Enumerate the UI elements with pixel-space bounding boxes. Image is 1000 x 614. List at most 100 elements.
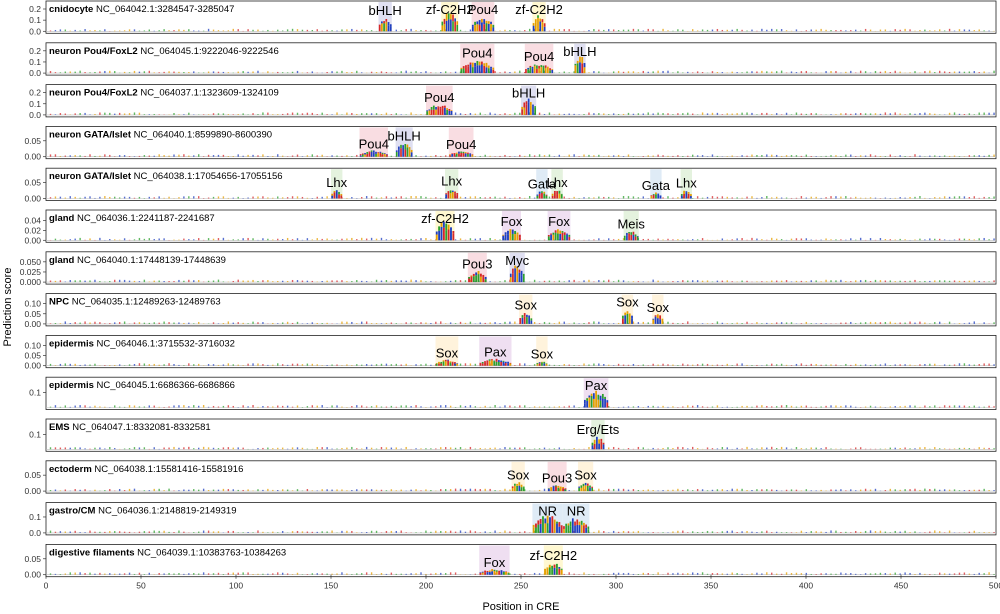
motif-base-letter xyxy=(661,318,664,321)
background-base xyxy=(850,154,852,157)
background-base xyxy=(356,239,358,241)
background-base xyxy=(751,365,753,366)
motif-base-letter xyxy=(586,398,588,401)
background-base xyxy=(257,281,259,283)
background-base xyxy=(593,29,595,32)
background-base xyxy=(924,71,926,74)
motif-base-letter xyxy=(509,273,512,278)
motif-base-letter xyxy=(532,25,535,32)
background-base xyxy=(375,574,378,575)
motif-base-letter xyxy=(476,65,479,74)
background-base xyxy=(978,112,980,115)
background-base xyxy=(815,113,817,115)
motif-base-letter xyxy=(578,486,580,488)
motif-base-letter xyxy=(593,443,596,450)
motif-base-letter xyxy=(340,195,343,199)
motif-base-letter xyxy=(563,526,565,529)
motif-base-letter xyxy=(500,570,503,571)
background-base xyxy=(662,155,664,157)
background-base xyxy=(840,113,842,115)
background-base xyxy=(647,71,649,74)
background-base xyxy=(528,196,531,199)
motif-base-letter xyxy=(486,570,489,573)
background-base xyxy=(909,489,911,492)
motif-base-letter xyxy=(470,275,473,277)
motif-base-letter xyxy=(471,154,474,157)
background-base xyxy=(54,573,57,575)
background-base xyxy=(771,237,773,241)
background-base xyxy=(435,197,437,199)
motif-base-letter xyxy=(565,523,568,527)
background-base xyxy=(706,196,709,199)
track-panel: 0.00.10.2 neuron Pou4/FoxL2 NC_064037.1:1… xyxy=(29,84,997,120)
background-base xyxy=(341,155,343,157)
background-base xyxy=(662,28,664,32)
background-base xyxy=(573,448,575,450)
background-base xyxy=(850,405,852,408)
background-base xyxy=(509,573,511,575)
panel-title: neuron GATA/Islet NC_064040.1:8599890-86… xyxy=(49,129,272,140)
background-base xyxy=(158,154,160,157)
background-base xyxy=(459,113,462,115)
background-base xyxy=(756,448,758,450)
panel-frame xyxy=(45,334,997,369)
motif-base-letter xyxy=(543,23,546,27)
background-base xyxy=(158,238,160,241)
x-tick-label: 100 xyxy=(229,581,243,591)
background-base xyxy=(973,114,975,115)
background-base xyxy=(899,113,901,115)
background-base xyxy=(133,488,136,492)
motif-base-letter xyxy=(520,270,523,276)
background-base xyxy=(973,489,975,492)
background-base xyxy=(351,197,353,199)
background-base xyxy=(59,29,62,32)
motif-base-letter xyxy=(538,68,540,74)
background-base xyxy=(612,281,615,283)
background-base xyxy=(879,322,882,324)
background-base xyxy=(647,155,649,157)
background-base xyxy=(924,112,926,115)
background-base xyxy=(934,447,936,450)
background-base xyxy=(341,448,343,450)
motif-label: Pou4 xyxy=(462,46,492,61)
background-base xyxy=(553,239,556,241)
background-base xyxy=(845,490,847,492)
motif-base-letter xyxy=(451,153,454,154)
background-base xyxy=(489,532,491,533)
background-base xyxy=(642,70,644,74)
background-base xyxy=(380,197,383,199)
background-base xyxy=(138,531,141,533)
motif-base-letter xyxy=(479,572,482,573)
motif-base-letter xyxy=(366,153,369,157)
background-base xyxy=(790,405,793,408)
background-base xyxy=(993,532,995,533)
background-base xyxy=(963,323,966,324)
background-base xyxy=(622,406,625,408)
motif-base-letter xyxy=(387,22,390,26)
motif-base-letter xyxy=(536,363,539,365)
background-base xyxy=(889,154,891,157)
background-base xyxy=(958,280,961,283)
motif-base-letter xyxy=(490,24,492,32)
background-base xyxy=(281,447,284,450)
background-base xyxy=(321,531,323,533)
motif-base-letter xyxy=(437,106,440,108)
background-base xyxy=(193,405,195,408)
motif-base-letter xyxy=(551,193,554,196)
background-base xyxy=(217,30,220,32)
background-base xyxy=(331,280,333,283)
background-base xyxy=(662,113,664,115)
background-base xyxy=(94,71,96,74)
background-base xyxy=(627,29,630,32)
motif-base-letter xyxy=(435,231,438,235)
motif-base-letter xyxy=(564,488,567,490)
background-base xyxy=(326,29,328,32)
background-base xyxy=(54,280,57,283)
background-base xyxy=(696,239,699,241)
background-base xyxy=(835,114,837,115)
background-base xyxy=(869,281,872,283)
background-base xyxy=(692,239,694,241)
background-base xyxy=(390,405,393,408)
background-base xyxy=(449,114,452,115)
background-base xyxy=(415,30,417,32)
